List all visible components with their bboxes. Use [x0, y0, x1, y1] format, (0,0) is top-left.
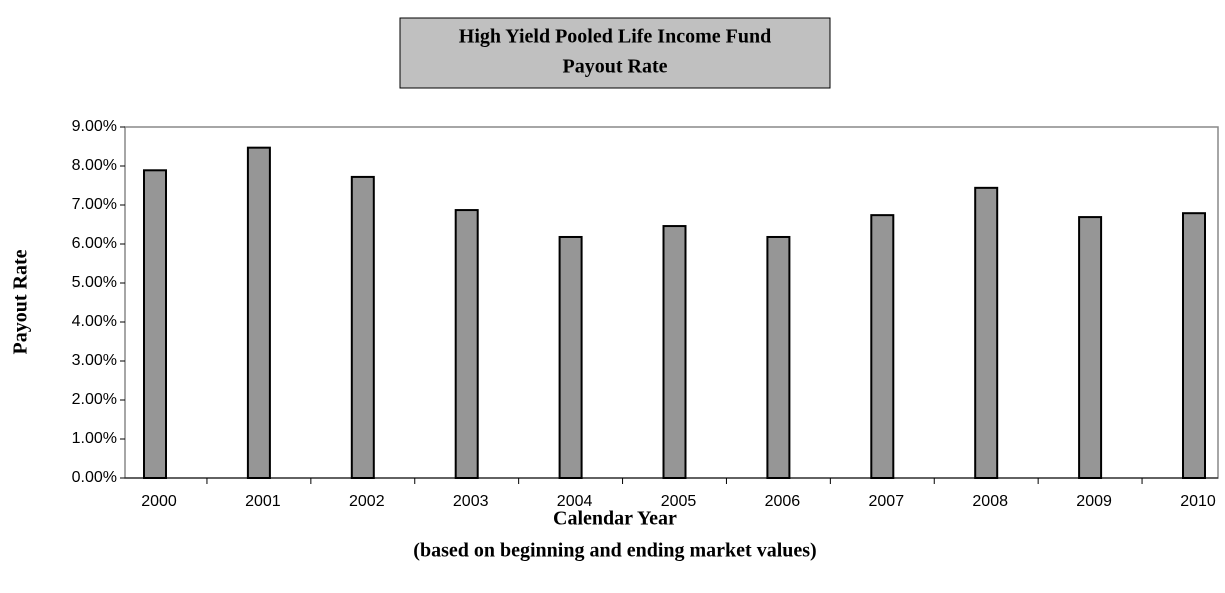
- x-tick-label: 2006: [765, 493, 801, 510]
- title-box: [399, 17, 831, 89]
- y-tick-label: 0.00%: [72, 469, 117, 486]
- y-tick-label: 9.00%: [72, 118, 117, 135]
- y-tick-label: 7.00%: [72, 196, 117, 213]
- x-tick-label: 2008: [972, 493, 1008, 510]
- x-axis-note: (based on beginning and ending market va…: [413, 540, 816, 562]
- x-tick-label: 2000: [141, 493, 177, 510]
- bar: [1078, 216, 1103, 479]
- bar: [766, 235, 791, 479]
- bar: [974, 186, 999, 479]
- bar: [870, 214, 895, 479]
- y-tick-label: 4.00%: [72, 313, 117, 330]
- bar: [662, 225, 687, 479]
- chart-title: High Yield Pooled Life Income Fund: [459, 26, 771, 48]
- bar: [454, 209, 479, 479]
- x-tick-label: 2001: [245, 493, 281, 510]
- bar: [246, 146, 271, 479]
- chart-subtitle: Payout Rate: [563, 56, 668, 78]
- y-tick-label: 6.00%: [72, 235, 117, 252]
- x-axis-label: Calendar Year: [553, 508, 677, 530]
- x-tick-label: 2009: [1076, 493, 1112, 510]
- bar: [558, 235, 583, 479]
- y-axis-label: Payout Rate: [10, 249, 32, 354]
- bar: [350, 175, 375, 479]
- x-tick-label: 2005: [661, 493, 697, 510]
- bar: [1182, 212, 1206, 479]
- x-tick-label: 2004: [557, 493, 593, 510]
- bar: [143, 169, 167, 479]
- x-tick-label: 2007: [869, 493, 905, 510]
- y-tick-label: 1.00%: [72, 430, 117, 447]
- x-tick-label: 2003: [453, 493, 489, 510]
- y-tick-label: 3.00%: [72, 352, 117, 369]
- y-tick-label: 5.00%: [72, 274, 117, 291]
- x-tick-label: 2010: [1180, 493, 1216, 510]
- y-tick-label: 8.00%: [72, 157, 117, 174]
- y-tick-label: 2.00%: [72, 391, 117, 408]
- x-tick-label: 2002: [349, 493, 385, 510]
